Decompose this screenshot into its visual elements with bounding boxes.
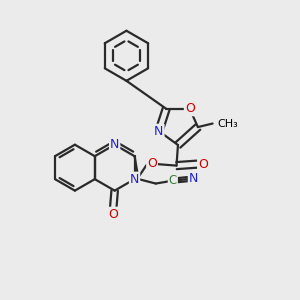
Text: CH₃: CH₃ (217, 118, 238, 128)
Text: N: N (110, 138, 119, 151)
Text: C: C (169, 174, 177, 187)
Text: O: O (185, 102, 195, 115)
Text: N: N (130, 172, 139, 186)
Text: O: O (147, 157, 157, 170)
Text: O: O (198, 158, 208, 171)
Text: O: O (108, 208, 118, 221)
Text: N: N (189, 172, 198, 185)
Text: N: N (154, 125, 164, 138)
